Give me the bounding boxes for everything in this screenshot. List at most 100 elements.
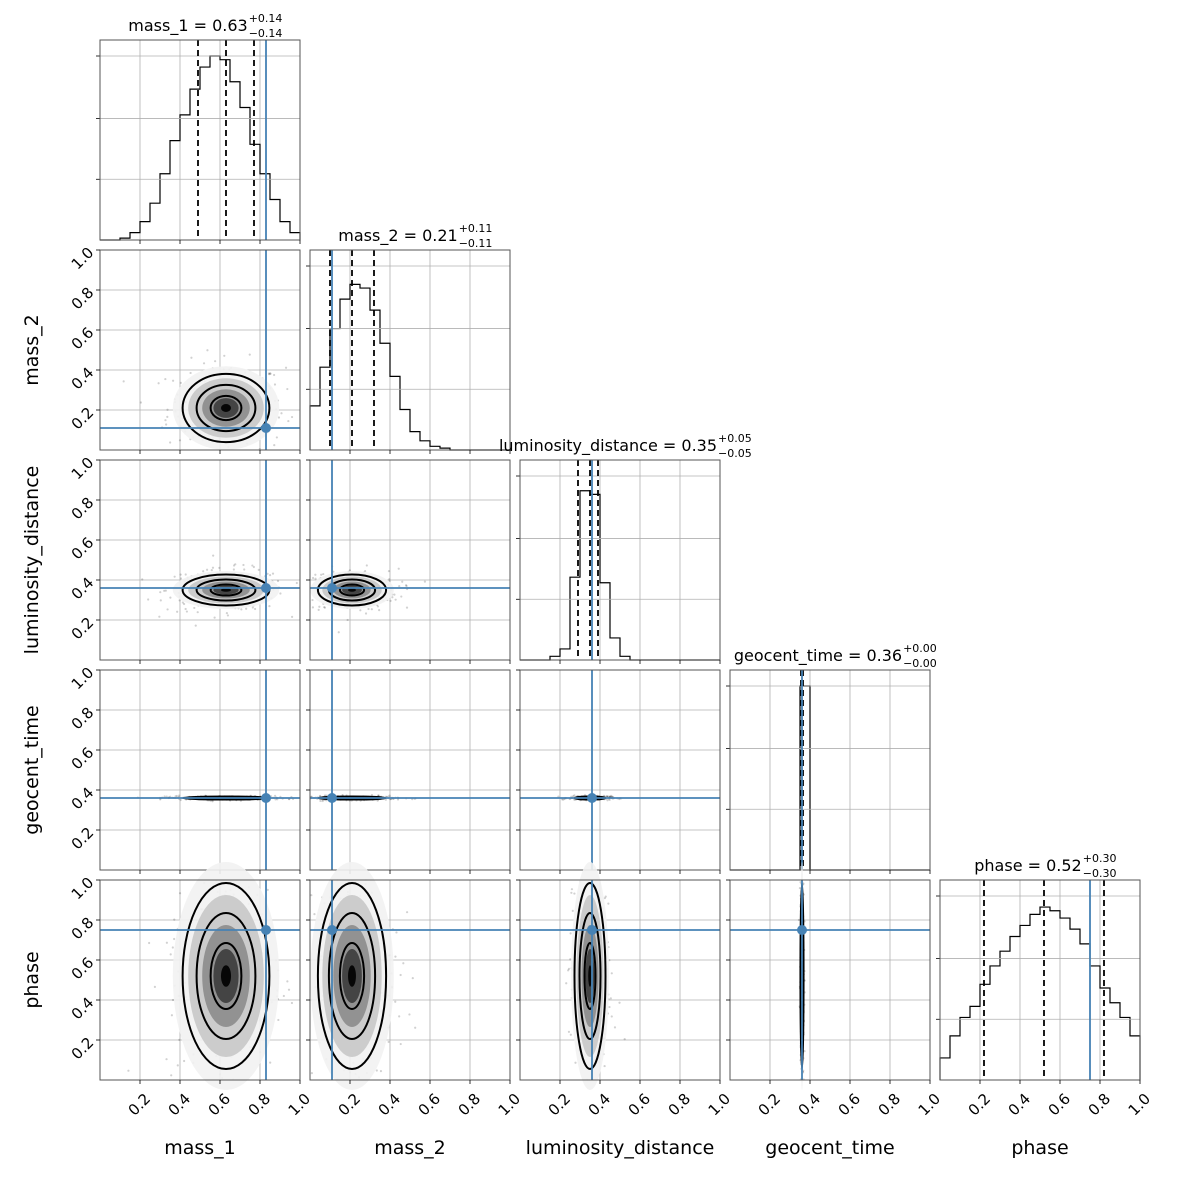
contour-0 [316,882,388,1070]
sample-point [225,612,228,615]
sample-point [562,798,565,801]
sample-point [359,609,362,612]
sample-point [282,994,285,998]
title-subscript: −0.00 [903,657,937,670]
sample-point [574,1061,577,1064]
sample-point [397,567,400,570]
panel-title-phase: phase = 0.52 [974,856,1081,875]
sample-point [127,1069,130,1072]
density-level-4 [220,965,232,987]
sample-point [273,794,277,797]
sample-point [311,576,315,580]
contour-2 [209,394,243,422]
histogram-mass_1 [100,55,301,241]
contour-0 [181,882,271,1070]
sample-point [310,1071,313,1075]
truth-point [261,583,271,593]
x-tick-label: 0.4 [165,1090,195,1120]
panel-phase-vs-geocent_time: 0.2 0.4 0.6 0.8 1.0 geocent_time [726,862,944,1159]
contour-0 [316,573,388,607]
sample-point [178,599,181,602]
sample-point [321,799,324,803]
sample-point [158,615,161,618]
sample-point [290,1001,294,1005]
sample-point [376,799,379,802]
sample-point [164,419,167,422]
sample-point [401,580,404,583]
panel-luminosity_distance-vs-luminosity_distance: luminosity_distance = 0.35 +0.05 −0.05 [499,432,752,664]
sample-point [178,1038,181,1041]
sample-point [337,631,340,634]
sample-point [147,598,150,601]
x-axis-label-mass_2: mass_2 [374,1137,446,1159]
x-tick-label: 0.6 [835,1090,865,1120]
sample-point [323,606,326,609]
contour-0 [181,372,271,444]
sample-point [268,605,271,608]
y-tick-label: 0.2 [68,824,98,854]
sample-point [153,985,157,989]
sample-point [608,795,611,798]
sample-point [173,937,176,941]
y-tick-label: 0.4 [68,364,98,394]
y-tick-label: 0.8 [68,704,98,734]
sample-point [165,1058,168,1061]
sample-point [623,1037,626,1041]
sample-point [232,568,235,571]
y-tick-label: 0.4 [68,784,98,814]
sample-point [166,608,169,611]
sample-point [405,911,409,914]
sample-point [609,997,612,1000]
sample-point [323,606,326,609]
sample-point [178,794,181,797]
sample-point [163,589,166,592]
contour-2 [583,942,597,1010]
x-tick-label: 0.8 [1085,1090,1115,1120]
panel-title-mass_2: mass_2 = 0.21 [338,226,457,246]
sample-point [206,349,209,352]
sample-point [408,1013,411,1016]
sample-point [139,401,143,404]
truth-point [327,925,337,935]
panel-mass_1-vs-mass_1: mass_1 = 0.63 +0.14 −0.14 [96,12,301,244]
truth-point [327,793,337,803]
x-tick-label: 0.4 [1005,1090,1035,1120]
sample-point [277,1018,280,1022]
sample-point [273,443,276,447]
y-tick-label: 1.0 [68,454,98,484]
sample-point [280,412,283,415]
truth-point [797,925,807,935]
x-tick-label: 1.0 [705,1090,735,1120]
panel-phase-vs-luminosity_distance: 0.2 0.4 0.6 0.8 1.0 luminosity_distance [516,862,734,1159]
sample-point [212,554,215,557]
y-axis-label-phase: phase [21,951,43,1008]
sample-point [190,356,193,359]
sample-point [210,569,213,572]
y-tick-label: 0.4 [68,994,98,1024]
panel-frame [729,879,931,1081]
x-tick-label: 1.0 [1125,1090,1155,1120]
sample-point [165,423,168,426]
panel-mass_2-vs-mass_1: 0.2 0.4 0.6 0.8 1.0 mass_2 [21,244,301,454]
truth-point [261,793,271,803]
panel-geocent_time-vs-mass_2 [306,669,511,874]
sample-point [184,573,187,576]
sample-point [609,794,613,797]
sample-point [170,1074,173,1077]
sample-point [396,798,400,801]
sample-point [189,371,192,375]
sample-point [211,800,214,803]
sample-point [269,372,272,375]
x-tick-label: 0.8 [665,1090,695,1120]
panel-geocent_time-vs-mass_1: 0.2 0.4 0.6 0.8 1.0 geocent_time [21,664,301,874]
panel-mass_2-vs-mass_2: mass_2 = 0.21 +0.11 −0.11 [306,222,511,454]
sample-point [176,1064,179,1067]
sample-point [613,1026,617,1029]
sample-point [570,891,573,894]
sample-point [173,575,176,578]
contour-2 [209,583,243,597]
sample-point [178,892,182,895]
sample-point [252,565,255,569]
panel-frame [939,879,1141,1081]
sample-point [367,607,370,611]
